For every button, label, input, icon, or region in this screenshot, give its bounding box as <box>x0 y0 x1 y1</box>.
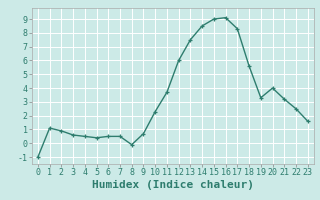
X-axis label: Humidex (Indice chaleur): Humidex (Indice chaleur) <box>92 180 254 190</box>
